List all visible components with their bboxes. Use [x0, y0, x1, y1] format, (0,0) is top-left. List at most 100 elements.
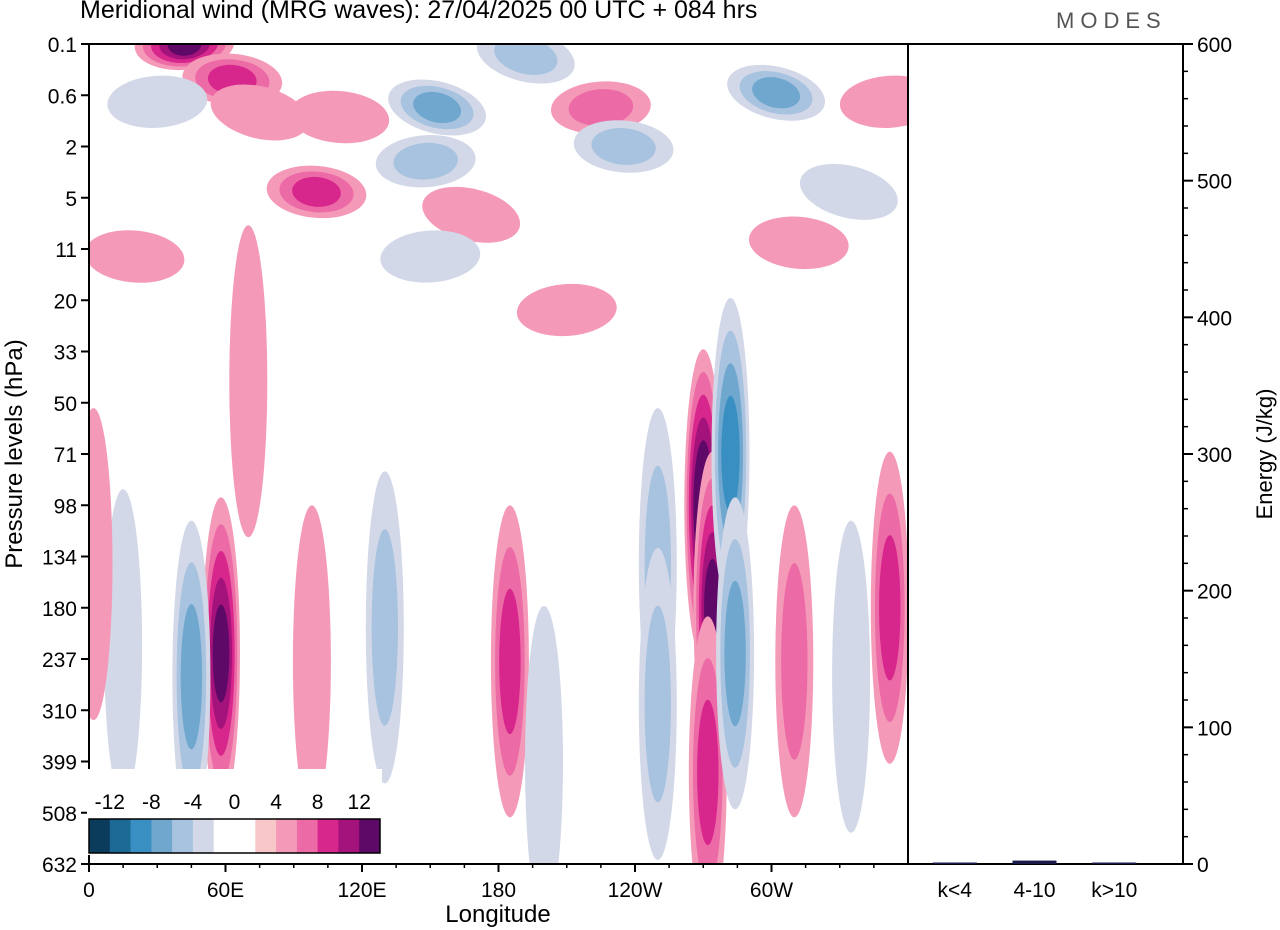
contour-blob: [716, 497, 755, 810]
contour-level: [839, 75, 908, 128]
contour-level: [832, 520, 871, 833]
colorbar-frame: [88, 818, 381, 854]
contour-blob: [89, 230, 185, 283]
energy-category-label: k>10: [1091, 879, 1137, 902]
contour-blob: [292, 505, 331, 818]
contour-blob: [104, 489, 143, 802]
contour-blob: [799, 163, 898, 220]
x-tick-label: 120W: [608, 879, 663, 902]
contour-level: [413, 91, 462, 124]
colorbar-swatch: [359, 819, 381, 853]
brand-logo: MODES: [1056, 8, 1167, 33]
y-tick-label: 2: [65, 137, 77, 160]
x-axis-label: Longitude: [445, 901, 550, 928]
energy-tick-label: 100: [1197, 717, 1232, 740]
contour-level: [89, 230, 185, 283]
y-tick-label: 134: [42, 547, 77, 570]
y-tick-label: 50: [54, 393, 77, 416]
colorbar-tick-label: 4: [270, 791, 282, 814]
contour-blob: [107, 75, 208, 128]
chart-title: Meridional wind (MRG waves): 27/04/2025 …: [80, 0, 758, 24]
contour-blob: [422, 186, 521, 243]
colorbar-swatch: [151, 819, 173, 853]
colorbar-tick-label: -4: [184, 791, 203, 814]
contour-level: [591, 128, 656, 165]
contour-level: [879, 535, 901, 681]
energy-bar: [1012, 860, 1057, 864]
contour-level: [289, 90, 390, 144]
x-tick-label: 60W: [750, 879, 793, 902]
contour-level: [697, 699, 719, 846]
energy-tick-label: 500: [1197, 171, 1232, 194]
contour-blob: [388, 79, 487, 136]
contour-level: [494, 44, 558, 75]
y-tick-label: 71: [54, 444, 77, 467]
contour-blob: [89, 408, 113, 721]
contour-blob: [210, 84, 309, 141]
colorbar-swatch: [89, 819, 111, 853]
longitude-axis: 0 60E 120E 180 120W 60W: [83, 864, 875, 902]
x-tick-label: 0: [83, 879, 95, 902]
contour-blob: [490, 505, 529, 818]
energy-tick-label: 600: [1197, 34, 1232, 57]
contour-level: [371, 529, 398, 726]
energy-tick-label: 200: [1197, 581, 1232, 604]
colorbar-tick-label: 0: [229, 791, 241, 814]
contour-level: [104, 489, 143, 802]
contour-level: [292, 505, 331, 818]
contour-blob: [172, 520, 211, 833]
contour-level: [516, 283, 617, 337]
contour-level: [393, 142, 458, 180]
colorbar-swatch: [213, 819, 235, 853]
energy-category-label: 4-10: [1013, 879, 1055, 902]
contour-blob: [289, 90, 390, 144]
contour-blob: [375, 135, 476, 188]
contour-blob: [727, 64, 826, 121]
contour-level: [180, 604, 203, 750]
contour-level: [89, 408, 113, 721]
contour-level: [229, 225, 268, 538]
contour-blob: [775, 505, 814, 818]
contour-level: [525, 606, 563, 864]
energy-panel-frame: [907, 43, 1184, 865]
y-tick-label: 0.6: [48, 85, 77, 108]
contour-level: [499, 588, 521, 735]
energy-tick-label: 400: [1197, 307, 1232, 330]
energy-bar: [1092, 862, 1137, 864]
contour-blob: [476, 44, 575, 84]
colorbar-tick-label: 8: [312, 791, 324, 814]
energy-axis-label: Energy (J/kg): [1252, 389, 1277, 520]
y-tick-label: 180: [42, 598, 77, 621]
y-tick-label: 310: [42, 700, 77, 723]
colorbar-swatch: [276, 819, 298, 853]
contour-blob: [550, 81, 651, 134]
y-tick-label: 5: [65, 188, 77, 211]
contour-level: [748, 216, 849, 270]
y-tick-label: 632: [42, 854, 77, 877]
colorbar-tick-label: -12: [95, 791, 125, 814]
colorbar-tick-label: -8: [142, 791, 161, 814]
contour-blob: [229, 225, 268, 538]
x-tick-label: 60E: [207, 879, 244, 902]
y-axis-label: Pressure levels (hPa): [1, 339, 28, 568]
colorbar-swatch: [172, 819, 194, 853]
x-tick-label: 180: [481, 879, 516, 902]
contour-blob: [748, 216, 849, 270]
contour-level: [752, 77, 801, 109]
colorbar-swatch: [109, 819, 131, 853]
contour-blob: [525, 606, 563, 864]
colorbar-swatch: [296, 819, 318, 853]
contour-level: [799, 163, 898, 220]
y-tick-label: 11: [55, 239, 77, 262]
contour-level: [107, 75, 208, 128]
pressure-axis: 0.1 0.6 2 5 11 20 33 50 71 98 134 180 237 310 399 508 63…: [42, 34, 89, 877]
colorbar-swatch: [338, 819, 360, 853]
colorbar-swatch: [255, 819, 277, 853]
colorbar-swatch: [192, 819, 214, 853]
contour-field: [89, 44, 908, 864]
contour-blob: [839, 75, 908, 128]
contour-level: [724, 580, 746, 727]
energy-tick-label: 0: [1197, 854, 1209, 877]
contour-level: [212, 604, 230, 703]
contour-blob: [365, 471, 404, 784]
